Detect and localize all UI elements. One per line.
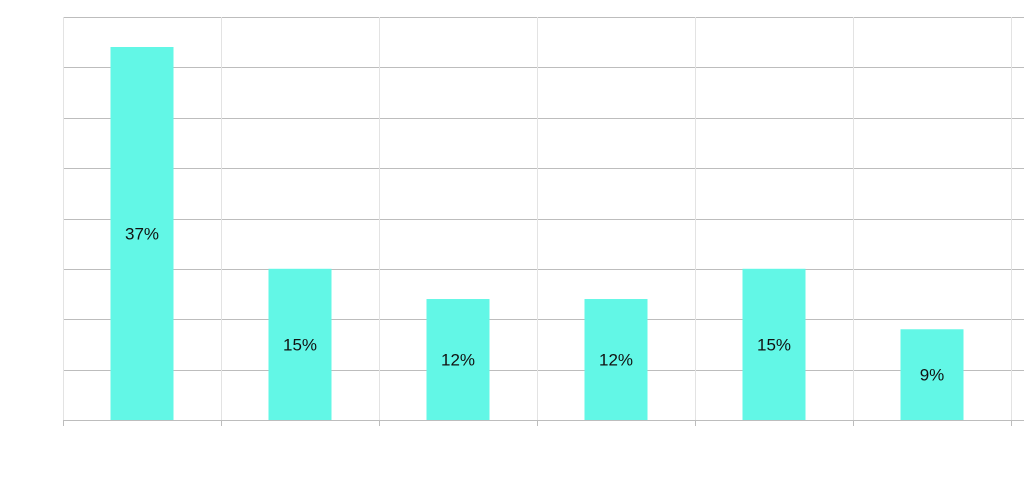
bar [742, 268, 806, 420]
bar-series [110, 47, 964, 420]
bar [110, 47, 174, 420]
bar [900, 329, 964, 420]
data-label: 12% [441, 351, 475, 370]
bar [268, 268, 332, 420]
bar [584, 299, 648, 420]
data-labels: 37% 15% 12% 12% 15% 9% [125, 225, 944, 385]
data-label: 15% [283, 335, 317, 354]
data-label: 12% [599, 351, 633, 370]
x-axis [63, 420, 1024, 426]
data-label: 15% [757, 335, 791, 354]
bar [426, 299, 490, 420]
data-label: 37% [125, 225, 159, 244]
chart-grid [63, 17, 1024, 421]
data-label: 9% [920, 366, 945, 385]
